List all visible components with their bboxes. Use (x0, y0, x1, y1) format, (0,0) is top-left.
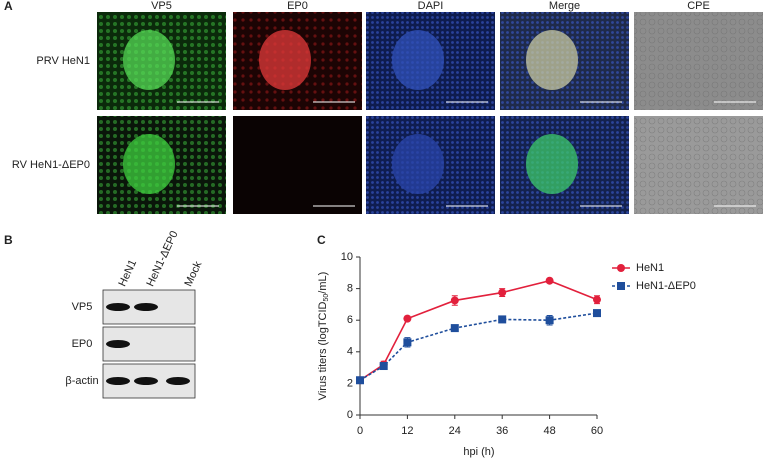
legend-marker (617, 264, 625, 272)
y-tick-label: 8 (347, 283, 353, 295)
band (134, 377, 158, 385)
band (106, 377, 130, 385)
marker (450, 324, 459, 333)
panel-label: B (4, 233, 13, 247)
row-label: PRV HeN1 (36, 55, 90, 67)
cell-cluster (392, 30, 444, 90)
legend-marker (617, 282, 625, 290)
series-line (359, 279, 598, 381)
western-blot: HeN1 HeN1-ΔEP0 Mock VP5 EP0 β-actin (65, 229, 205, 399)
y-label-end: /mL) (317, 272, 329, 294)
lane-label: HeN1 (116, 258, 139, 289)
marker (450, 296, 459, 305)
x-tick-label: 60 (591, 425, 603, 437)
y-tick-label: 6 (347, 314, 353, 326)
column-header: VP5 (151, 0, 172, 12)
column-header: DAPI (418, 0, 444, 12)
cell-cluster (259, 30, 311, 90)
column-header: Merge (549, 0, 580, 12)
y-tick-label: 10 (341, 251, 353, 263)
y-label-sub: 50 (323, 294, 330, 302)
band-label: β-actin (65, 375, 98, 387)
band (106, 303, 130, 311)
legend-label: HeN1 (636, 262, 664, 274)
x-tick-label: 12 (401, 425, 413, 437)
cell-cluster (526, 134, 578, 194)
y-tick-label: 2 (347, 377, 353, 389)
marker (498, 288, 507, 297)
micrograph-grid: VP5 EP0 DAPI Merge CPE PRV HeN1 RV HeN1-ΔEP0 (12, 0, 763, 214)
marker (498, 315, 507, 324)
x-tick-label: 24 (449, 425, 461, 437)
row-label: RV HeN1-ΔEP0 (12, 159, 90, 171)
y-tick-label: 4 (347, 346, 353, 358)
legend-label: HeN1-ΔEP0 (636, 280, 696, 292)
cell-cluster (123, 30, 175, 90)
column-header: CPE (687, 0, 710, 12)
cell-cluster (526, 30, 578, 90)
marker (545, 276, 554, 285)
band (166, 377, 190, 385)
marker (593, 295, 601, 304)
band-label: EP0 (72, 338, 93, 350)
marker (403, 338, 412, 347)
line-chart: Virus titers (logTCID50/mL) hpi (h) 0246… (317, 251, 696, 458)
y-axis-label: Virus titers (logTCID50/mL) (317, 272, 330, 401)
band (134, 303, 158, 311)
column-header: EP0 (287, 0, 308, 12)
micrograph-texture (634, 116, 763, 214)
marker (545, 316, 554, 325)
x-tick-label: 0 (357, 425, 363, 437)
micrograph (233, 116, 362, 214)
lane-label: Mock (182, 259, 204, 288)
micrograph-texture (634, 12, 763, 110)
x-tick-label: 36 (496, 425, 508, 437)
marker (403, 314, 412, 323)
band (106, 340, 130, 348)
cell-cluster (392, 134, 444, 194)
cell-cluster (123, 134, 175, 194)
marker (379, 362, 388, 371)
panel-label: A (4, 0, 13, 13)
band-label: VP5 (72, 301, 93, 313)
panel-label: C (317, 233, 326, 247)
marker (356, 376, 364, 385)
x-axis-label: hpi (h) (463, 446, 494, 458)
y-label-main: Virus titers (logTCID (317, 301, 329, 400)
marker (593, 309, 601, 318)
y-tick-label: 0 (347, 409, 353, 421)
x-tick-label: 48 (543, 425, 555, 437)
series-line (359, 312, 598, 381)
lane-label: HeN1-ΔEP0 (144, 229, 180, 288)
